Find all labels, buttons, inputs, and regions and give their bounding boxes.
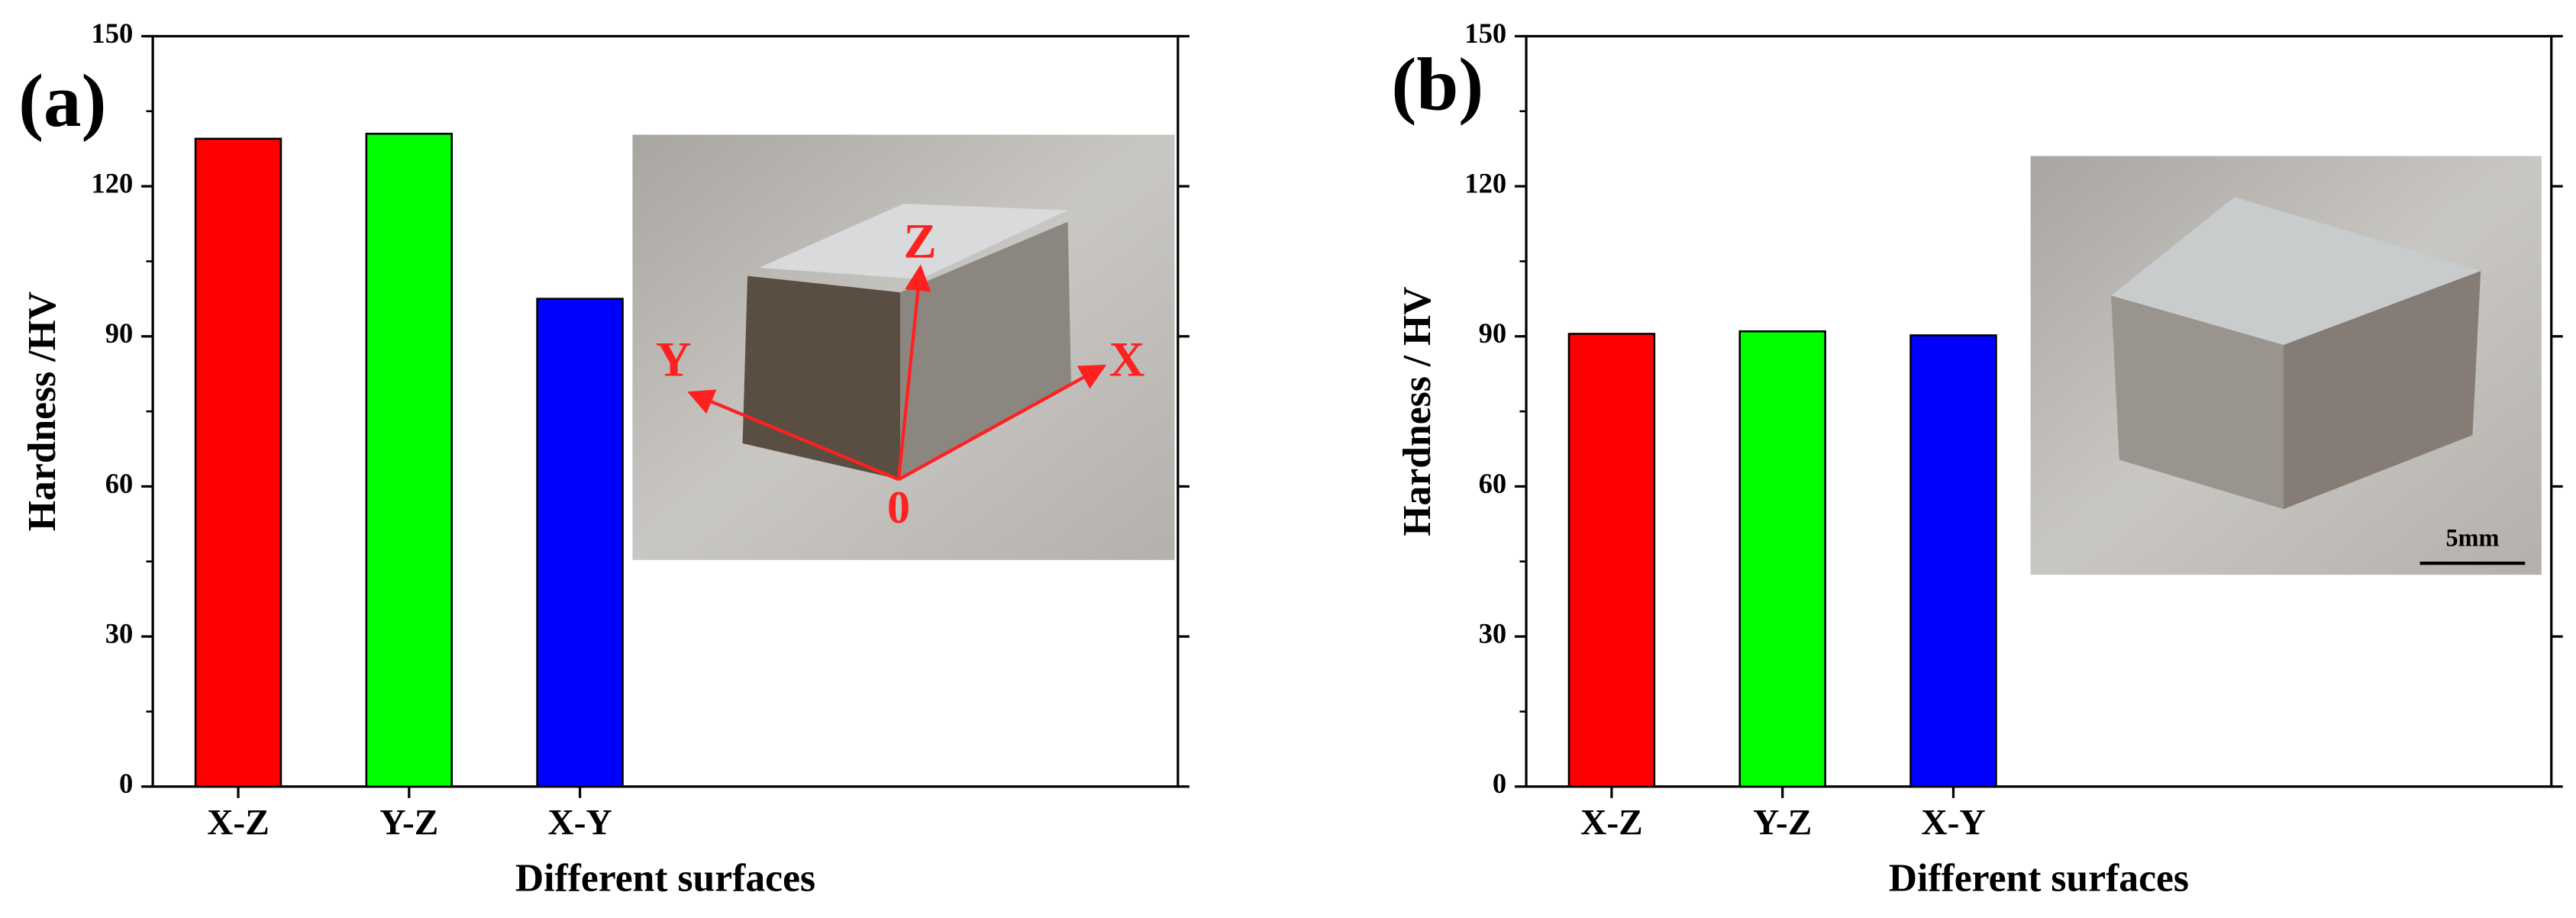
bar bbox=[1738, 330, 1826, 788]
inset-label: Y bbox=[656, 332, 692, 387]
x-axis-title: Different surfaces bbox=[515, 856, 815, 900]
y-axis-title: Hardness /HV bbox=[21, 292, 64, 531]
panel-label: (a) bbox=[18, 60, 106, 143]
x-tick-label: Y-Z bbox=[379, 803, 438, 842]
y-tick-label: 30 bbox=[1479, 617, 1507, 649]
y-tick-label: 150 bbox=[91, 18, 133, 49]
y-tick-label: 0 bbox=[1493, 768, 1506, 799]
inset-label: Z bbox=[903, 214, 936, 269]
panel-label: (b) bbox=[1391, 43, 1483, 126]
y-tick-label: 90 bbox=[105, 317, 134, 349]
inset-label: 0 bbox=[887, 482, 910, 533]
y-tick-label: 150 bbox=[1464, 18, 1506, 49]
bar bbox=[1567, 333, 1656, 788]
bar bbox=[1909, 334, 1997, 788]
x-tick-label: X-Y bbox=[548, 803, 612, 842]
y-tick-label: 120 bbox=[91, 167, 133, 198]
y-tick-label: 60 bbox=[105, 468, 134, 499]
inset-label: 5mm bbox=[2445, 523, 2499, 551]
bar bbox=[536, 298, 624, 788]
y-tick-label: 0 bbox=[119, 768, 133, 799]
y-tick-label: 120 bbox=[1464, 167, 1506, 198]
y-tick-label: 90 bbox=[1479, 317, 1507, 349]
inset-photo bbox=[2030, 156, 2542, 575]
x-tick-label: Y-Z bbox=[1753, 803, 1812, 842]
bar bbox=[194, 137, 282, 788]
x-tick-label: X-Y bbox=[1921, 803, 1985, 842]
x-tick-label: X-Z bbox=[207, 803, 270, 842]
x-axis-title: Different surfaces bbox=[1889, 856, 2189, 900]
y-tick-label: 60 bbox=[1479, 468, 1507, 499]
y-axis-title: Hardness / HV bbox=[1396, 287, 1439, 536]
x-tick-label: X-Z bbox=[1580, 803, 1643, 842]
bar bbox=[365, 132, 454, 788]
y-tick-label: 30 bbox=[105, 617, 134, 649]
inset-label: X bbox=[1109, 332, 1145, 387]
inset-photo bbox=[632, 134, 1175, 560]
